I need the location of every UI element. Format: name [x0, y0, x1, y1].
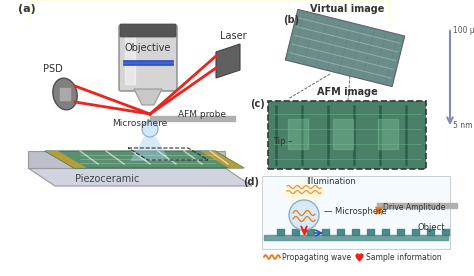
Text: — Microsphere: — Microsphere: [324, 206, 387, 216]
Polygon shape: [134, 89, 162, 105]
Polygon shape: [45, 151, 87, 168]
Text: Laser: Laser: [220, 31, 246, 41]
Polygon shape: [45, 151, 244, 168]
Text: AFM probe: AFM probe: [178, 110, 226, 119]
Text: Drive Amplitude: Drive Amplitude: [383, 203, 446, 212]
Ellipse shape: [53, 78, 77, 110]
Text: (c): (c): [250, 99, 265, 109]
Text: (a): (a): [18, 4, 36, 14]
Text: (b): (b): [283, 15, 299, 25]
Text: Illumination: Illumination: [306, 177, 356, 187]
FancyBboxPatch shape: [120, 24, 176, 37]
Polygon shape: [285, 9, 405, 87]
Text: Object: Object: [418, 223, 445, 232]
Polygon shape: [28, 168, 252, 186]
Text: Objective: Objective: [125, 43, 171, 53]
FancyBboxPatch shape: [268, 101, 426, 169]
Text: Propagating wave: Propagating wave: [282, 253, 351, 261]
Text: Piezoceramic: Piezoceramic: [75, 174, 139, 184]
Ellipse shape: [142, 121, 158, 137]
Polygon shape: [216, 44, 240, 78]
Text: 5 nm: 5 nm: [453, 121, 473, 130]
Text: 100 μm: 100 μm: [453, 26, 474, 35]
Polygon shape: [200, 151, 244, 168]
Text: Tip –: Tip –: [273, 137, 292, 145]
Text: Microsphere: Microsphere: [112, 118, 167, 128]
Ellipse shape: [289, 200, 319, 230]
Polygon shape: [285, 9, 405, 87]
FancyBboxPatch shape: [119, 25, 177, 91]
FancyBboxPatch shape: [262, 176, 450, 249]
Text: (d): (d): [243, 177, 259, 187]
Text: AFM image: AFM image: [317, 87, 377, 97]
Text: PSD: PSD: [43, 64, 63, 74]
Polygon shape: [130, 137, 170, 161]
Polygon shape: [28, 151, 225, 168]
Text: Sample information: Sample information: [366, 253, 442, 261]
Ellipse shape: [283, 183, 325, 201]
Text: Virtual image: Virtual image: [310, 4, 384, 14]
